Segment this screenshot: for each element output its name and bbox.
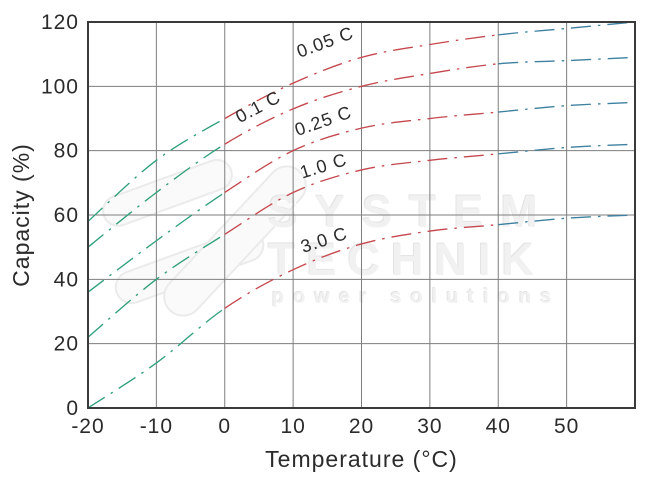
curve-label-0.25C: 0.25 C	[292, 102, 354, 140]
curve-label-3.0C: 3.0 C	[298, 223, 350, 257]
x-tick-label: 20	[349, 415, 374, 438]
curve-3.0C-hot	[498, 214, 636, 226]
x-tick-label: 40	[486, 415, 511, 438]
curve-0.05C-cold	[87, 117, 226, 222]
x-tick-label: 50	[554, 415, 579, 438]
x-tick-label: -20	[71, 415, 104, 438]
x-tick-label: -10	[140, 415, 173, 438]
y-tick-label: 0	[66, 397, 79, 420]
y-tick-label: 40	[54, 268, 79, 291]
swoosh-bar-top	[102, 158, 233, 227]
curve-0.05C-mid	[224, 34, 499, 120]
curve-1.0C-mid	[224, 153, 499, 235]
curve-1.0C-hot	[498, 143, 636, 155]
curve-3.0C-cold	[87, 307, 226, 409]
curve-0.05C-hot	[498, 21, 636, 36]
swoosh-bar-diagonal	[163, 165, 307, 317]
curve-0.1C-mid	[224, 63, 499, 145]
curve-0.25C-mid	[224, 111, 499, 194]
y-axis-title: Capacity (%)	[8, 143, 34, 287]
watermark-text-technik: TECHNIK	[268, 234, 545, 285]
watermark-text-power-solutions: power solutions	[272, 286, 561, 308]
curve-0.1C-hot	[498, 56, 636, 65]
y-tick-label: 80	[54, 140, 79, 163]
y-tick-label: 60	[54, 204, 79, 227]
y-tick-label: 100	[41, 75, 79, 98]
curve-0.25C-cold	[87, 191, 226, 293]
x-tick-label: 10	[280, 415, 305, 438]
y-tick-label: 20	[54, 333, 79, 356]
curve-label-0.05C: 0.05 C	[294, 23, 356, 62]
curve-label-1.0C: 1.0 C	[298, 149, 350, 182]
curve-label-0.1C: 0.1 C	[232, 87, 284, 127]
x-tick-label: 0	[218, 415, 231, 438]
curve-1.0C-cold	[87, 233, 226, 338]
watermark-text-system: SYSTEM	[268, 186, 556, 237]
curve-0.25C-hot	[498, 101, 636, 113]
x-axis-title: Temperature (°C)	[265, 446, 458, 472]
x-tick-label: 30	[417, 415, 442, 438]
plot-border	[87, 21, 636, 409]
y-tick-label: 120	[41, 11, 79, 34]
curve-3.0C-mid	[224, 223, 499, 309]
curve-0.1C-cold	[87, 143, 226, 248]
